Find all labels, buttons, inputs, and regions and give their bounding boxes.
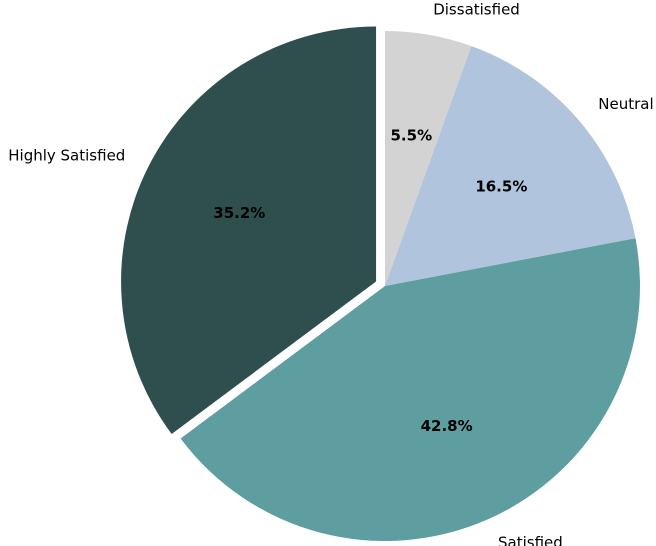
percentage-labels: 5.5% 16.5% 42.8% 35.2% (213, 126, 527, 435)
category-label-highly-satisfied: Highly Satisfied (8, 147, 125, 165)
pie-slice-satisfied (180, 238, 640, 541)
pie-slice-highly-satisfied (121, 26, 377, 434)
pie-slices (121, 26, 640, 541)
pct-label-neutral: 16.5% (475, 178, 527, 196)
category-labels: Dissatisfied Neutral Satisfied Highly Satis… (8, 1, 653, 546)
category-label-dissatisfied: Dissatisfied (433, 1, 520, 19)
pie-slice-neutral (385, 46, 636, 286)
category-label-satisfied: Satisfied (498, 534, 563, 546)
category-label-neutral: Neutral (598, 95, 653, 113)
pct-label-highly-satisfied: 35.2% (213, 204, 265, 222)
pct-label-satisfied: 42.8% (421, 417, 473, 435)
pct-label-dissatisfied: 5.5% (391, 126, 433, 144)
pie-slice-dissatisfied (385, 31, 472, 286)
